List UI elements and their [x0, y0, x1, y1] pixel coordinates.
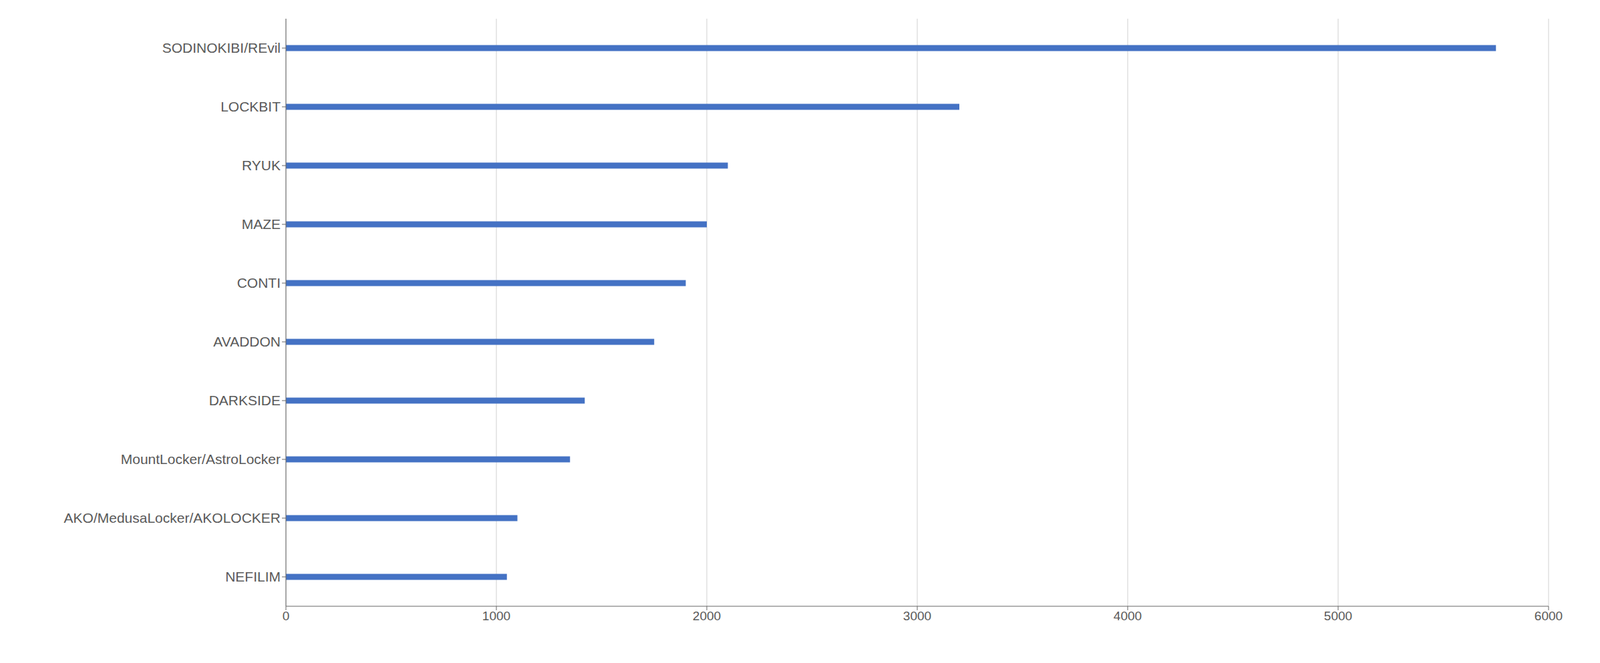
svg-text:CONTI: CONTI [237, 275, 281, 291]
svg-text:2000: 2000 [692, 609, 721, 624]
svg-text:4000: 4000 [1113, 609, 1142, 624]
svg-text:0: 0 [282, 609, 290, 624]
svg-text:AVADDON: AVADDON [213, 334, 281, 350]
svg-text:DARKSIDE: DARKSIDE [209, 392, 281, 409]
svg-text:RYUK: RYUK [241, 157, 281, 174]
svg-text:LOCKBIT: LOCKBIT [220, 98, 281, 115]
svg-text:3000: 3000 [903, 609, 932, 624]
svg-text:6000: 6000 [1534, 609, 1563, 624]
svg-text:1000: 1000 [482, 609, 511, 624]
svg-text:5000: 5000 [1324, 609, 1353, 624]
svg-text:AKO/MedusaLocker/AKOLOCKER: AKO/MedusaLocker/AKOLOCKER [64, 510, 281, 526]
svg-text:SODINOKIBI/REvil: SODINOKIBI/REvil [162, 40, 281, 56]
svg-text:MAZE: MAZE [241, 216, 281, 232]
svg-text:NEFILIM: NEFILIM [225, 569, 281, 585]
svg-text:MountLocker/AstroLocker: MountLocker/AstroLocker [120, 451, 281, 467]
